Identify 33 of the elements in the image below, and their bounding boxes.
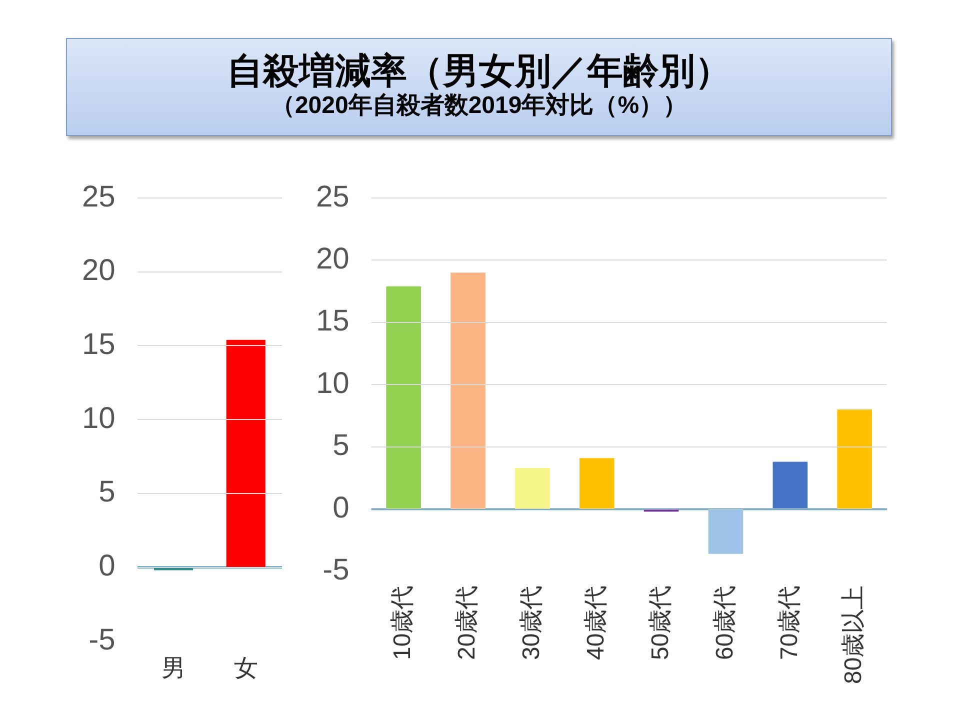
y-tick-label: 0 [98, 550, 116, 583]
y-tick-label: 5 [98, 476, 116, 509]
x-tick-label: 80歳以上 [840, 585, 868, 684]
bar [450, 272, 486, 509]
bar [386, 286, 421, 509]
y-tick-label: 10 [82, 402, 116, 435]
y-tick-label: 20 [316, 242, 350, 276]
bar [515, 468, 550, 509]
x-tick-label: 10歳代 [389, 585, 416, 660]
y-tick-label: -5 [322, 554, 350, 587]
x-tick-label: 30歳代 [518, 585, 546, 660]
y-tick-label: 0 [332, 491, 350, 524]
y-tick-label: 10 [316, 366, 350, 400]
x-tick-label: 男 [162, 655, 186, 682]
y-tick-label: 15 [82, 328, 116, 361]
y-tick-label: -5 [88, 623, 116, 656]
chart-title: 自殺増減率（男女別／年齢別） [226, 50, 732, 91]
x-tick-label: 70歳代 [776, 585, 803, 660]
chart-subtitle: （2020年自殺者数2019年対比（%）） [270, 91, 688, 121]
y-tick-label: 25 [316, 180, 350, 214]
y-tick-label: 20 [82, 254, 116, 288]
y-tick-label: 5 [332, 429, 350, 462]
x-tick-label: 20歳代 [454, 585, 481, 660]
x-tick-label: 50歳代 [646, 585, 674, 660]
x-tick-label: 60歳代 [711, 585, 738, 660]
bar [579, 458, 614, 509]
y-tick-label: 25 [82, 180, 116, 214]
bar [837, 410, 872, 509]
x-tick-label: 女 [234, 655, 258, 682]
y-tick-label: 15 [316, 304, 350, 338]
bar [772, 462, 808, 509]
x-tick-label: 40歳代 [582, 585, 610, 660]
bar [708, 510, 744, 554]
